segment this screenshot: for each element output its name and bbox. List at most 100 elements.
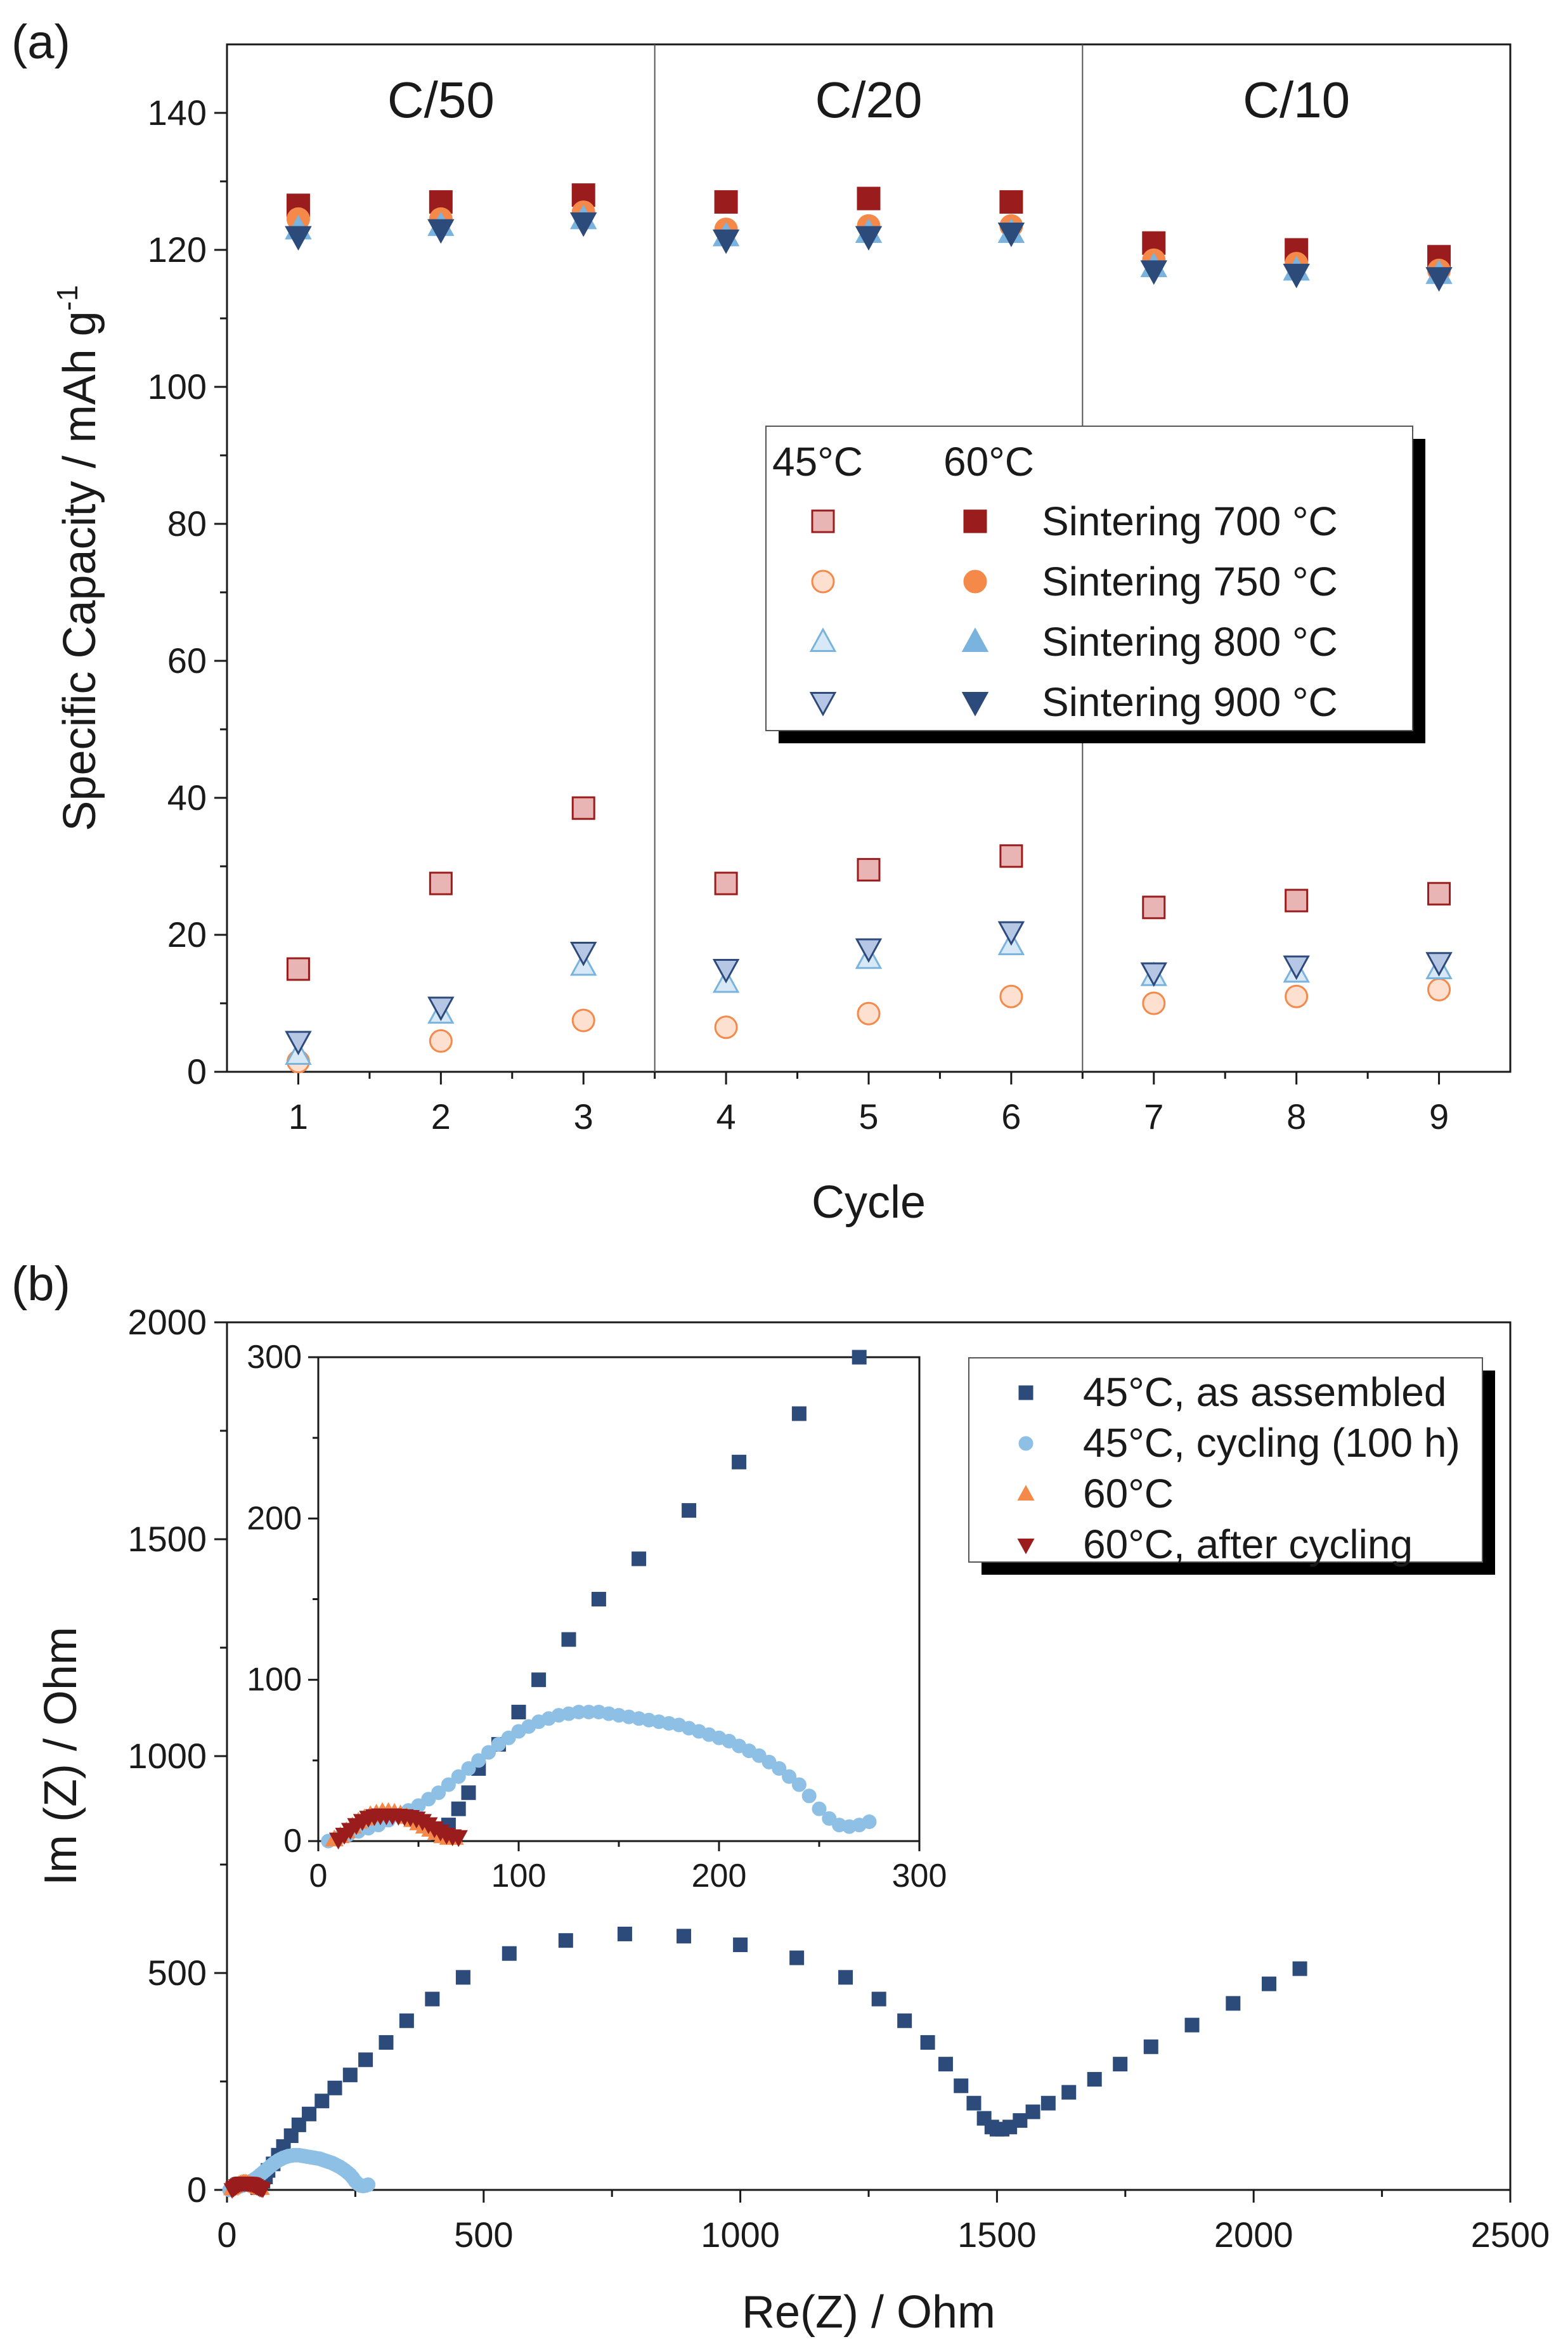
data-point xyxy=(302,2106,317,2121)
y-axis-label: Im (Z) / Ohm xyxy=(36,1627,86,1885)
legend-entry: 45°C, cycling (100 h) xyxy=(1083,1420,1460,1466)
legend-marker xyxy=(1017,1539,1035,1554)
x-axis-label: Cycle xyxy=(812,1177,926,1228)
data-point xyxy=(502,1946,517,1961)
data-point xyxy=(558,1933,573,1948)
x-tick-label: 1 xyxy=(288,1097,308,1136)
data-point xyxy=(1013,2113,1028,2128)
inset-data-point xyxy=(822,1811,837,1826)
y-tick-label: 60 xyxy=(167,641,207,681)
inset-data-point xyxy=(761,1754,777,1769)
data-point xyxy=(677,1929,692,1944)
data-point xyxy=(857,186,881,211)
inset-data-point xyxy=(451,1769,466,1784)
inset-frame xyxy=(317,1356,921,1842)
legend-marker xyxy=(811,509,835,533)
data-point xyxy=(571,796,595,820)
data-point xyxy=(1283,263,1310,289)
y-tick-label: 0 xyxy=(187,1052,207,1091)
y-tick-label: 1000 xyxy=(127,1736,207,1776)
data-point xyxy=(285,1031,312,1056)
x-tick-label: 500 xyxy=(454,2215,513,2255)
data-point xyxy=(938,2057,953,2072)
data-point xyxy=(429,1029,453,1053)
panel-label-b: (b) xyxy=(11,1257,70,1311)
y-tick-label: 40 xyxy=(167,778,207,817)
legend-entry: 45°C, as assembled xyxy=(1083,1369,1446,1415)
data-point xyxy=(838,1970,853,1985)
data-point xyxy=(897,2013,912,2028)
legend-entry: Sintering 800 °C xyxy=(1042,619,1338,665)
legend-marker xyxy=(811,570,835,594)
inset-data-point xyxy=(791,1777,807,1792)
y-axis-label-sup: -1 xyxy=(51,285,84,311)
data-point xyxy=(283,2128,299,2143)
data-point xyxy=(569,942,597,967)
data-point xyxy=(789,1950,805,1965)
data-point xyxy=(1184,2017,1200,2033)
data-point xyxy=(857,1001,881,1026)
legend-entry: Sintering 750 °C xyxy=(1042,559,1338,604)
data-point xyxy=(455,1970,470,1985)
legend-marker xyxy=(1018,1385,1033,1400)
legend-entry: 60°C xyxy=(1083,1471,1174,1516)
y-tick-label: 140 xyxy=(148,93,207,133)
inset-y-tick-label: 200 xyxy=(247,1500,302,1537)
inset-y-tick-label: 100 xyxy=(247,1662,302,1698)
y-axis-label: Specific Capacity / mAh g-1 xyxy=(51,285,105,831)
data-point xyxy=(714,190,738,214)
data-point xyxy=(254,2182,272,2198)
data-point xyxy=(427,996,455,1022)
y-tick-label: 2000 xyxy=(127,1302,207,1342)
inset-data-point xyxy=(561,1632,576,1647)
inset-data-point xyxy=(591,1592,606,1606)
data-point xyxy=(1113,2057,1128,2072)
data-point xyxy=(314,2094,330,2109)
inset-data-point xyxy=(461,1785,476,1801)
data-point xyxy=(425,1991,440,2007)
data-point xyxy=(1261,1976,1276,1991)
data-point xyxy=(1061,2085,1077,2100)
data-point xyxy=(342,2068,358,2083)
inset-data-point xyxy=(772,1761,787,1776)
legend-marker xyxy=(961,692,989,717)
inset-data-point xyxy=(682,1503,697,1518)
inset-y-tick-label: 0 xyxy=(283,1823,302,1859)
inset-data-point xyxy=(751,1748,767,1763)
x-tick-label: 0 xyxy=(217,2215,236,2255)
x-axis-label: Re(Z) / Ohm xyxy=(742,2287,995,2338)
inset-data-point xyxy=(632,1551,647,1566)
y-tick-label: 1500 xyxy=(127,1519,207,1559)
data-point xyxy=(997,223,1025,247)
data-point xyxy=(361,2177,376,2192)
inset-data-point xyxy=(491,1736,506,1752)
inset-data-point xyxy=(862,1814,877,1829)
inset-data-point xyxy=(501,1730,516,1745)
x-tick-label: 1000 xyxy=(701,2215,780,2255)
data-point xyxy=(920,2035,935,2050)
data-point xyxy=(1142,991,1166,1015)
inset-data-point xyxy=(449,1830,468,1847)
inset-data-point xyxy=(511,1705,526,1720)
y-tick-label: 20 xyxy=(167,915,207,954)
data-point xyxy=(571,1008,595,1032)
inset-data-point xyxy=(461,1761,476,1776)
data-point xyxy=(714,1015,738,1039)
legend-box xyxy=(968,1357,1483,1563)
data-point xyxy=(429,871,453,895)
y-tick-label: 120 xyxy=(148,230,207,270)
inset-data-point xyxy=(451,1801,466,1816)
data-point xyxy=(954,2078,969,2094)
x-tick-label: 5 xyxy=(859,1097,878,1136)
data-point xyxy=(1283,955,1310,980)
inset-y-tick-label: 300 xyxy=(247,1339,302,1376)
legend-box xyxy=(765,426,1413,731)
inset-data-point xyxy=(481,1745,496,1760)
data-point xyxy=(733,1937,748,1953)
data-point xyxy=(855,226,883,251)
legend-marker xyxy=(809,627,837,652)
data-point xyxy=(1425,952,1453,977)
data-point xyxy=(1140,962,1168,987)
